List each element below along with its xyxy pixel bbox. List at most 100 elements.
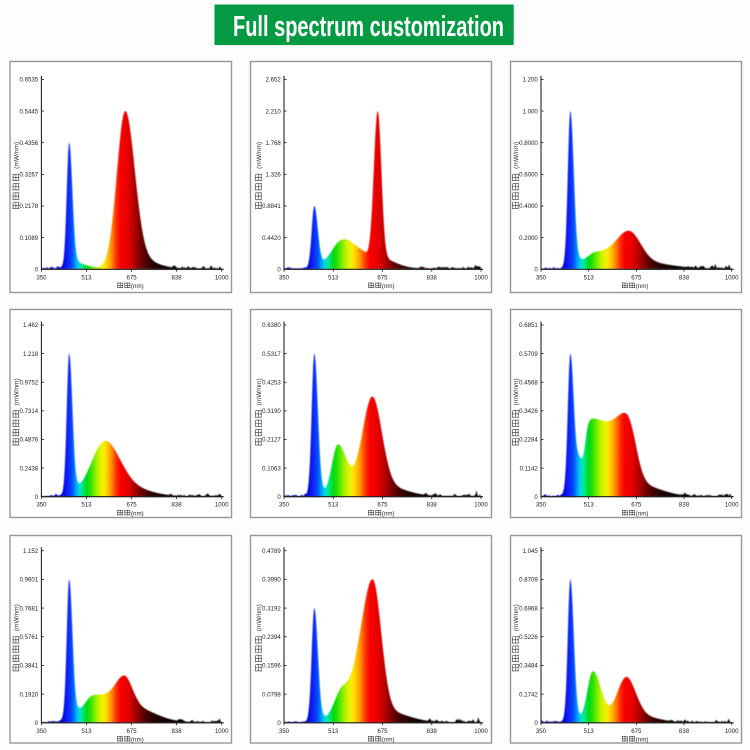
svg-text:(mW/nm): (mW/nm) xyxy=(256,378,263,405)
svg-text:0.6535: 0.6535 xyxy=(20,77,39,84)
svg-text:675: 675 xyxy=(377,502,388,509)
svg-text:675: 675 xyxy=(126,502,137,509)
svg-text:350: 350 xyxy=(536,274,547,281)
svg-text:1000: 1000 xyxy=(725,274,739,281)
svg-text:1.326: 1.326 xyxy=(266,172,282,179)
svg-text:(mW/nm): (mW/nm) xyxy=(256,604,263,631)
svg-text:0.1063: 0.1063 xyxy=(262,465,281,472)
svg-text:675: 675 xyxy=(631,502,642,509)
svg-text:0.2284: 0.2284 xyxy=(519,437,538,444)
svg-text:1000: 1000 xyxy=(725,728,739,735)
svg-text:838: 838 xyxy=(427,502,438,509)
svg-text:0.3426: 0.3426 xyxy=(519,408,538,415)
svg-text:0.8000: 0.8000 xyxy=(519,140,538,147)
svg-text:2.210: 2.210 xyxy=(266,108,282,115)
svg-text:(mW/nm): (mW/nm) xyxy=(513,142,520,169)
svg-text:(nm): (nm) xyxy=(636,510,649,517)
svg-text:350: 350 xyxy=(36,274,47,281)
svg-text:838: 838 xyxy=(427,274,438,281)
svg-text:(mW/nm): (mW/nm) xyxy=(13,378,20,405)
svg-text:0.3484: 0.3484 xyxy=(519,663,538,670)
svg-text:350: 350 xyxy=(279,274,290,281)
svg-text:0.1596: 0.1596 xyxy=(262,663,281,670)
svg-text:1.218: 1.218 xyxy=(23,351,39,358)
svg-text:(mW/nm): (mW/nm) xyxy=(13,604,20,631)
svg-text:0: 0 xyxy=(534,720,538,727)
svg-text:0.6380: 0.6380 xyxy=(262,322,281,329)
svg-text:1.152: 1.152 xyxy=(23,548,39,555)
svg-text:0.4420: 0.4420 xyxy=(262,235,281,242)
svg-text:838: 838 xyxy=(427,728,438,735)
svg-text:0.4789: 0.4789 xyxy=(262,548,281,555)
svg-text:0: 0 xyxy=(277,494,281,501)
svg-text:(nm): (nm) xyxy=(382,737,395,744)
svg-text:0.3267: 0.3267 xyxy=(20,172,39,179)
svg-text:0.1920: 0.1920 xyxy=(20,691,39,698)
svg-text:0: 0 xyxy=(35,720,39,727)
svg-text:350: 350 xyxy=(36,728,47,735)
svg-text:0.7314: 0.7314 xyxy=(20,408,39,415)
svg-text:1000: 1000 xyxy=(725,502,739,509)
svg-text:0.4568: 0.4568 xyxy=(519,379,538,386)
svg-text:0.1089: 0.1089 xyxy=(20,235,39,242)
svg-text:0.5761: 0.5761 xyxy=(20,634,39,641)
svg-text:0.8709: 0.8709 xyxy=(519,577,538,584)
svg-text:Full spectrum customization: Full spectrum customization xyxy=(233,11,504,43)
svg-text:(nm): (nm) xyxy=(636,737,649,744)
svg-text:513: 513 xyxy=(81,502,92,509)
svg-text:(nm): (nm) xyxy=(382,510,395,517)
svg-text:675: 675 xyxy=(631,274,642,281)
svg-text:0.3192: 0.3192 xyxy=(262,605,281,612)
svg-text:(mW/nm): (mW/nm) xyxy=(513,378,520,405)
svg-text:1.045: 1.045 xyxy=(523,548,539,555)
svg-text:(mW/nm): (mW/nm) xyxy=(13,142,20,169)
svg-text:0.6851: 0.6851 xyxy=(519,322,538,329)
svg-text:0: 0 xyxy=(277,267,281,274)
svg-text:1000: 1000 xyxy=(474,728,488,735)
svg-text:0: 0 xyxy=(277,720,281,727)
svg-text:0.8841: 0.8841 xyxy=(262,203,281,210)
svg-text:675: 675 xyxy=(377,728,388,735)
svg-text:(nm): (nm) xyxy=(636,283,649,290)
svg-text:0.6968: 0.6968 xyxy=(519,605,538,612)
svg-text:513: 513 xyxy=(328,502,339,509)
svg-text:0.4253: 0.4253 xyxy=(262,379,281,386)
svg-text:513: 513 xyxy=(584,728,595,735)
svg-text:0.0798: 0.0798 xyxy=(262,691,281,698)
svg-text:(mW/nm): (mW/nm) xyxy=(256,142,263,169)
svg-text:1000: 1000 xyxy=(215,728,229,735)
svg-text:2.652: 2.652 xyxy=(266,77,282,84)
svg-text:0: 0 xyxy=(534,494,538,501)
svg-text:675: 675 xyxy=(377,274,388,281)
svg-text:513: 513 xyxy=(328,728,339,735)
svg-text:0.2394: 0.2394 xyxy=(262,634,281,641)
svg-text:0.5709: 0.5709 xyxy=(519,351,538,358)
svg-text:1.000: 1.000 xyxy=(523,108,539,115)
svg-text:0.7681: 0.7681 xyxy=(20,605,39,612)
svg-text:1.462: 1.462 xyxy=(23,322,39,329)
svg-text:0.3990: 0.3990 xyxy=(262,577,281,584)
svg-text:1.200: 1.200 xyxy=(523,77,539,84)
svg-text:0.3190: 0.3190 xyxy=(262,408,281,415)
svg-text:0.9752: 0.9752 xyxy=(20,379,39,386)
svg-text:675: 675 xyxy=(126,274,137,281)
svg-text:(nm): (nm) xyxy=(131,737,144,744)
svg-text:838: 838 xyxy=(679,502,690,509)
svg-text:675: 675 xyxy=(631,728,642,735)
svg-text:350: 350 xyxy=(279,728,290,735)
svg-text:838: 838 xyxy=(679,728,690,735)
svg-text:0.5317: 0.5317 xyxy=(262,351,281,358)
svg-text:350: 350 xyxy=(36,502,47,509)
svg-text:0.2178: 0.2178 xyxy=(20,203,39,210)
svg-text:(nm): (nm) xyxy=(131,283,144,290)
svg-text:838: 838 xyxy=(679,274,690,281)
svg-text:350: 350 xyxy=(536,728,547,735)
svg-text:1000: 1000 xyxy=(215,502,229,509)
svg-text:0.1742: 0.1742 xyxy=(519,691,538,698)
svg-text:0.2438: 0.2438 xyxy=(20,465,39,472)
svg-text:513: 513 xyxy=(328,274,339,281)
svg-text:0.3841: 0.3841 xyxy=(20,663,39,670)
svg-text:(nm): (nm) xyxy=(131,510,144,517)
svg-text:838: 838 xyxy=(172,502,183,509)
svg-text:513: 513 xyxy=(584,502,595,509)
